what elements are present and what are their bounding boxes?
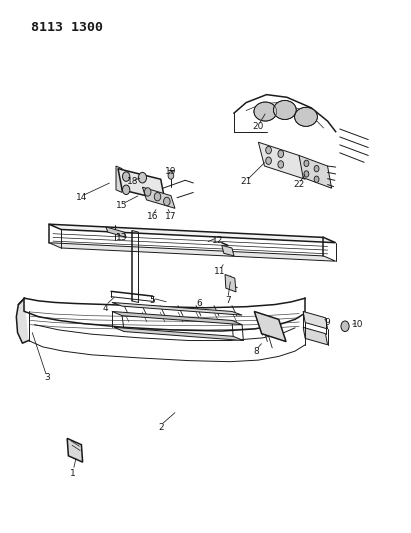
Text: 9: 9 [325,318,330,327]
Text: 8: 8 [254,346,259,356]
Polygon shape [143,187,175,208]
Text: 11: 11 [214,267,226,276]
Text: 18: 18 [127,177,138,187]
Circle shape [122,172,130,181]
Polygon shape [254,311,286,342]
Circle shape [304,160,309,166]
Polygon shape [67,438,83,462]
Circle shape [341,321,349,332]
Polygon shape [259,142,305,179]
Polygon shape [16,298,28,343]
Polygon shape [116,166,122,192]
Text: 5: 5 [150,296,155,305]
Text: 19: 19 [165,167,177,176]
Circle shape [122,185,130,195]
Text: 4: 4 [103,304,109,313]
Polygon shape [112,302,242,315]
Circle shape [168,172,174,179]
Text: 12: 12 [212,236,224,245]
Circle shape [139,172,146,183]
Text: 10: 10 [352,320,364,329]
Text: 17: 17 [165,212,177,221]
Polygon shape [114,327,243,341]
Ellipse shape [254,102,277,121]
Text: 8113 1300: 8113 1300 [30,21,103,34]
Ellipse shape [295,107,317,126]
Circle shape [266,147,271,154]
Circle shape [266,157,271,165]
Polygon shape [303,311,328,329]
Circle shape [164,197,170,206]
Text: 14: 14 [76,193,87,202]
Text: 1: 1 [70,469,76,478]
Ellipse shape [273,100,296,119]
Text: 13: 13 [116,233,128,242]
Circle shape [314,165,319,172]
Polygon shape [299,156,332,188]
Polygon shape [118,168,165,200]
Text: 20: 20 [253,122,264,131]
Text: 15: 15 [116,201,128,210]
Circle shape [304,171,309,177]
Circle shape [154,192,161,201]
Text: 7: 7 [225,296,231,305]
Circle shape [145,188,151,196]
Text: 6: 6 [196,299,202,308]
Text: 3: 3 [44,373,50,382]
Circle shape [278,150,284,158]
Circle shape [278,161,284,168]
Polygon shape [222,245,234,256]
Polygon shape [49,224,336,243]
Circle shape [314,176,319,182]
Text: 16: 16 [147,212,158,221]
Polygon shape [106,227,126,237]
Polygon shape [225,274,236,292]
Text: 22: 22 [293,180,305,189]
Text: 2: 2 [158,423,164,432]
Polygon shape [49,243,336,261]
Polygon shape [112,311,242,325]
Text: 21: 21 [240,177,252,187]
Polygon shape [303,327,328,345]
